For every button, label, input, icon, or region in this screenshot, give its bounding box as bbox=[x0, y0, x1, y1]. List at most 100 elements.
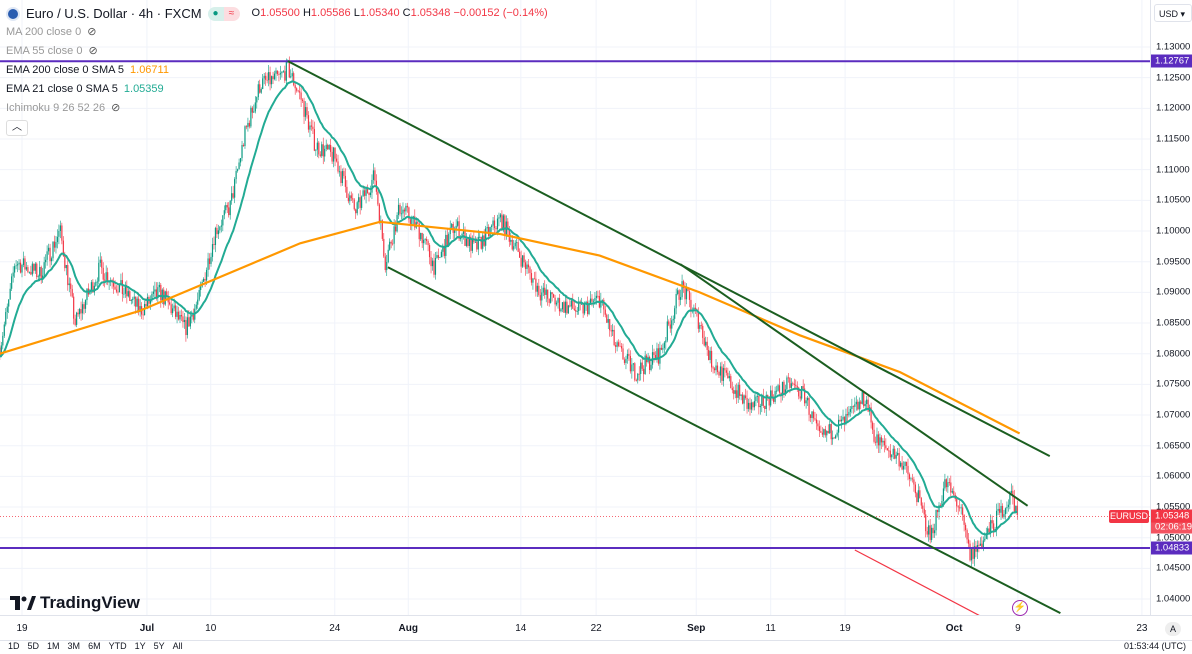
candle bbox=[895, 454, 897, 459]
candle bbox=[307, 115, 310, 130]
collapse-legend-button[interactable]: ︿ bbox=[6, 120, 28, 136]
candle bbox=[697, 311, 699, 329]
candle bbox=[616, 342, 618, 347]
eye-hidden-icon[interactable]: ⊘ bbox=[88, 45, 98, 57]
candle bbox=[550, 292, 552, 303]
candle bbox=[563, 302, 565, 313]
candle bbox=[544, 287, 546, 295]
range-button-1m[interactable]: 1M bbox=[47, 641, 60, 651]
candle bbox=[882, 440, 884, 443]
candle bbox=[527, 264, 530, 268]
range-button-all[interactable]: All bbox=[172, 641, 183, 651]
candle bbox=[521, 255, 524, 267]
candle bbox=[68, 283, 70, 286]
price-tick: 1.12000 bbox=[1156, 102, 1191, 114]
eye-hidden-icon[interactable]: ⊘ bbox=[111, 102, 121, 114]
candle bbox=[207, 258, 209, 270]
candle bbox=[891, 454, 893, 458]
candle bbox=[80, 309, 82, 314]
indicator-ema55[interactable]: EMA 55 close 0 ⊘ bbox=[6, 42, 548, 61]
candle bbox=[900, 462, 902, 467]
candle bbox=[703, 337, 705, 346]
candle bbox=[164, 291, 166, 305]
indicator-ichimoku[interactable]: Ichimoku 9 26 52 26 ⊘ bbox=[6, 99, 548, 118]
candle bbox=[56, 236, 59, 243]
tradingview-logo[interactable]: TradingView bbox=[10, 593, 140, 613]
candle bbox=[414, 216, 416, 228]
candle bbox=[1000, 505, 1002, 513]
candle bbox=[863, 392, 865, 407]
candle bbox=[874, 441, 877, 443]
market-status[interactable]: ● ≈ bbox=[207, 6, 240, 21]
candle bbox=[12, 272, 14, 277]
candle bbox=[9, 288, 11, 300]
candle bbox=[861, 392, 863, 404]
candle bbox=[427, 241, 429, 246]
candle bbox=[186, 317, 188, 336]
indicator-ema21[interactable]: EMA 21 close 0 SMA 5 1.05359 bbox=[6, 83, 164, 95]
candle bbox=[951, 491, 953, 493]
candle bbox=[595, 295, 598, 299]
range-button-6m[interactable]: 6M bbox=[88, 641, 101, 651]
indicator-ma200[interactable]: MA 200 close 0 ⊘ bbox=[6, 23, 548, 42]
candle bbox=[860, 401, 862, 404]
indicator-ema200[interactable]: EMA 200 close 0 SMA 5 1.06711 bbox=[6, 64, 169, 76]
candle bbox=[628, 353, 630, 356]
range-button-1y[interactable]: 1Y bbox=[134, 641, 146, 651]
candle bbox=[226, 205, 228, 208]
candle bbox=[238, 162, 240, 170]
range-button-5y[interactable]: 5Y bbox=[153, 641, 165, 651]
candle bbox=[498, 217, 500, 219]
candle bbox=[719, 366, 722, 376]
range-button-1d[interactable]: 1D bbox=[8, 641, 20, 651]
currency-select[interactable]: USD ▾ bbox=[1154, 4, 1192, 22]
candle bbox=[1003, 514, 1005, 518]
candle bbox=[510, 239, 512, 242]
price-axis[interactable]: USD ▾ 1.13000 1.12500 1.12000 1.11500 1.1100… bbox=[1150, 0, 1192, 615]
candle bbox=[71, 288, 73, 297]
price-tick: 1.10500 bbox=[1156, 194, 1191, 206]
eye-hidden-icon[interactable]: ⊘ bbox=[87, 26, 97, 38]
candle bbox=[625, 358, 627, 363]
candle bbox=[383, 238, 385, 257]
candle bbox=[840, 419, 843, 422]
candle bbox=[617, 342, 620, 346]
candle bbox=[393, 226, 395, 244]
candle bbox=[886, 448, 888, 451]
range-button-3m[interactable]: 3M bbox=[67, 641, 81, 651]
time-axis[interactable]: A 19 Jul 10 24 Aug 14 22 Sep 11 19 Oct 9 23 bbox=[0, 615, 1192, 640]
candle bbox=[815, 419, 818, 424]
candle bbox=[966, 530, 968, 540]
candle bbox=[443, 246, 445, 256]
candle bbox=[724, 368, 726, 371]
candle bbox=[279, 73, 282, 75]
candle bbox=[434, 257, 437, 275]
candle bbox=[615, 345, 617, 347]
candle bbox=[188, 317, 190, 327]
candle bbox=[920, 498, 922, 506]
flash-icon[interactable]: ⚡ bbox=[1012, 600, 1028, 616]
candle bbox=[694, 307, 696, 310]
symbol-title[interactable]: Euro / U.S. Dollar · 4h · FXCM bbox=[26, 6, 202, 21]
candle bbox=[699, 325, 701, 329]
candle bbox=[858, 401, 860, 410]
candle bbox=[526, 264, 528, 269]
candle bbox=[843, 416, 846, 424]
candle bbox=[752, 402, 754, 408]
candle bbox=[369, 192, 372, 195]
trend-line-red-line bbox=[854, 549, 980, 615]
candle bbox=[929, 525, 931, 540]
range-button-5d[interactable]: 5D bbox=[27, 641, 40, 651]
candle bbox=[911, 478, 914, 480]
auto-scale-button[interactable]: A bbox=[1165, 622, 1181, 636]
candle bbox=[773, 398, 775, 402]
candle bbox=[334, 147, 336, 159]
candle bbox=[34, 263, 36, 271]
candle bbox=[928, 525, 930, 535]
range-button-ytd[interactable]: YTD bbox=[108, 641, 127, 651]
candle bbox=[736, 390, 738, 398]
price-chart[interactable] bbox=[0, 0, 1150, 615]
candle bbox=[183, 320, 186, 323]
candle bbox=[922, 505, 924, 509]
candle bbox=[637, 373, 639, 381]
